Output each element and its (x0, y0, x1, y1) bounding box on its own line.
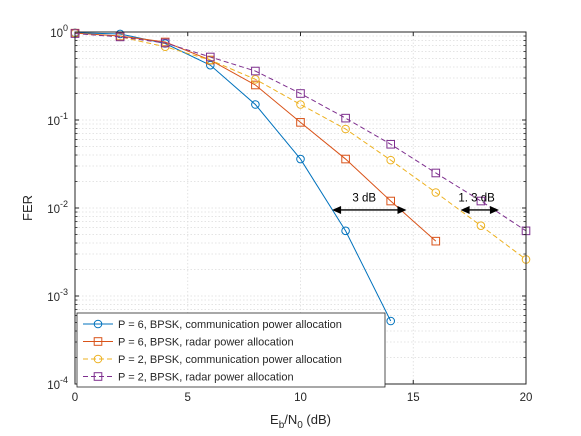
data-point-marker (160, 38, 170, 48)
series-line (74, 32, 392, 322)
x-tick-label: 5 (185, 392, 191, 404)
data-point-marker (341, 226, 350, 236)
y-axis-title: FER (20, 195, 35, 221)
series-line (74, 33, 527, 232)
legend-label: P = 2, BPSK, radar power allocation (118, 372, 294, 384)
data-point-marker (386, 155, 396, 165)
x-title-tail: (dB) (303, 412, 331, 427)
data-point-marker (206, 52, 215, 62)
legend-entry: P = 2, BPSK, communication power allocat… (83, 354, 342, 366)
gap-annotation: 3 dB (332, 193, 407, 214)
data-point-marker (251, 66, 260, 76)
data-point-marker (296, 100, 305, 109)
tick-labels: 0 5 10 15 20 10-4 10-3 10-2 10-1 100 (47, 23, 532, 404)
x-title-sub1: b (279, 420, 285, 431)
data-point-marker (296, 118, 305, 127)
data-point-marker (93, 319, 103, 329)
legend-entry: P = 6, BPSK, radar power allocation (83, 337, 294, 349)
annotations: 3 dB 1. 3 dB (332, 193, 499, 214)
legend-box (76, 312, 386, 388)
series-circle-0072BD (70, 28, 396, 326)
legend-label: P = 6, BPSK, radar power allocation (118, 337, 294, 349)
series-group (70, 28, 531, 326)
legend-entry: P = 2, BPSK, radar power allocation (83, 372, 294, 384)
data-point-marker (476, 221, 486, 230)
data-point-marker (386, 316, 396, 326)
data-point-marker (115, 32, 125, 42)
y-tick-label: 10-2 (47, 199, 68, 216)
x-tick-label: 15 (407, 392, 420, 404)
data-point-marker (341, 124, 350, 134)
x-axis-title: Eb/N0 (dB) (270, 412, 331, 431)
data-point-marker (206, 60, 215, 70)
y-tick-label: 10-1 (47, 111, 68, 128)
annotation-label: 3 dB (352, 193, 376, 205)
series-line (74, 32, 527, 260)
legend: P = 6, BPSK, communication power allocat… (76, 312, 386, 388)
data-point-marker (476, 196, 486, 206)
series-line (74, 32, 437, 242)
series-square-D95319 (70, 28, 441, 246)
x-tick-label: 0 (72, 392, 78, 404)
annotation-label: 1. 3 dB (458, 193, 495, 205)
data-point-marker (93, 354, 103, 364)
x-title-main: E (270, 412, 279, 427)
grid (75, 32, 526, 384)
data-point-marker (251, 75, 260, 84)
data-point-marker (251, 80, 260, 90)
data-point-marker (296, 89, 305, 98)
gap-annotation: 1. 3 dB (458, 193, 499, 214)
x-title-mid: /N (284, 412, 297, 427)
x-title-sub2: 0 (297, 420, 303, 431)
y-tick-label: 100 (50, 23, 68, 40)
legend-entry: P = 6, BPSK, communication power allocat… (83, 319, 342, 331)
data-point-marker (341, 154, 350, 164)
data-point-marker (296, 154, 305, 164)
annotation-arrowhead-right (397, 205, 407, 214)
legend-label: P = 2, BPSK, communication power allocat… (118, 354, 342, 366)
x-tick-label: 20 (520, 392, 533, 404)
series-square-7E2F8E (70, 29, 531, 236)
data-point-marker (341, 113, 350, 123)
data-point-marker (93, 337, 103, 346)
data-point-marker (431, 168, 441, 178)
annotation-arrowhead-right (489, 205, 499, 214)
data-point-marker (386, 196, 395, 206)
annotation-arrowhead-left (460, 205, 470, 214)
data-point-marker (431, 188, 441, 197)
y-tick-label: 10-4 (47, 375, 68, 392)
data-point-marker (251, 100, 260, 109)
annotation-arrowhead-left (332, 205, 342, 214)
legend-label: P = 6, BPSK, communication power allocat… (118, 319, 342, 331)
x-tick-label: 10 (294, 392, 307, 404)
data-point-marker (386, 139, 395, 149)
y-tick-label: 10-3 (47, 287, 68, 304)
data-point-marker (431, 236, 441, 246)
data-point-marker (93, 372, 103, 381)
